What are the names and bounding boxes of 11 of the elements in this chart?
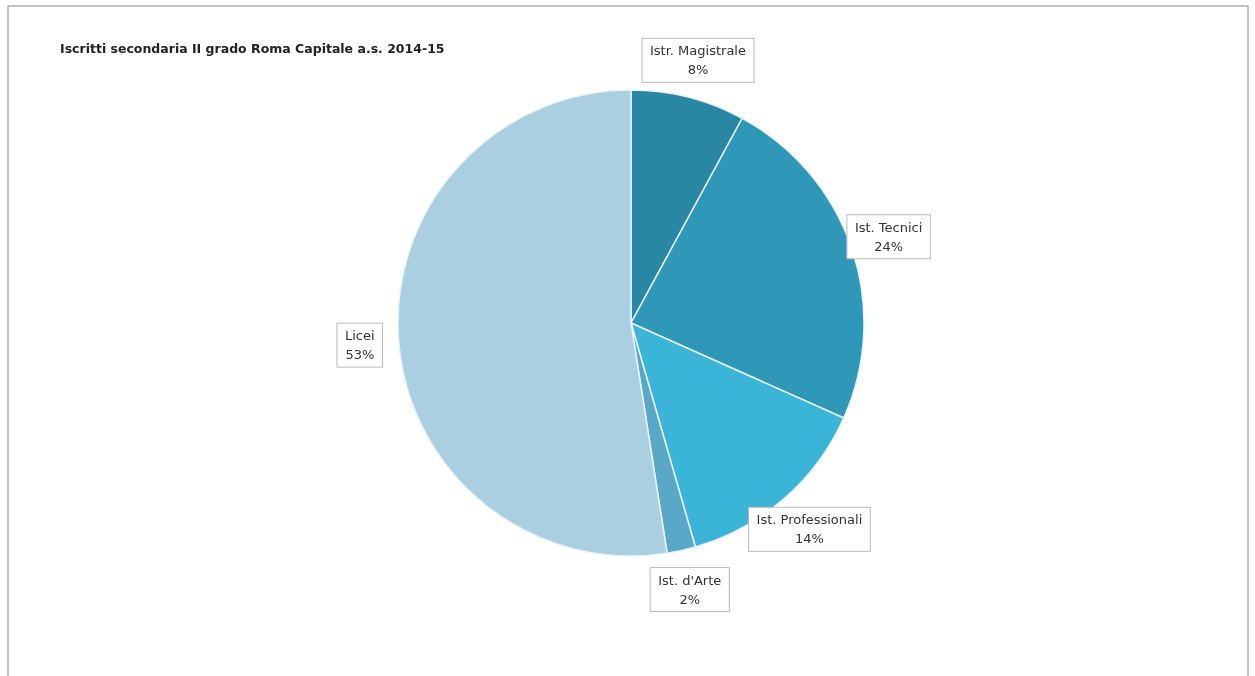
slice-label: Ist. d'Arte (658, 572, 722, 588)
slice-label: Istr. Magistrale (650, 43, 746, 59)
slice-label: Ist. Professionali (756, 512, 863, 528)
slice-label: Licei (345, 328, 375, 344)
data-label: 14% (794, 531, 824, 547)
data-label: 8% (687, 62, 709, 78)
chart-title: Iscritti secondaria II grado Roma Capitale a.s. 2014-15 (60, 41, 445, 56)
data-label: 24% (874, 238, 904, 254)
data-label: 53% (345, 347, 375, 363)
data-label: 2% (679, 591, 701, 607)
slice-label: Ist. Tecnici (854, 219, 923, 235)
